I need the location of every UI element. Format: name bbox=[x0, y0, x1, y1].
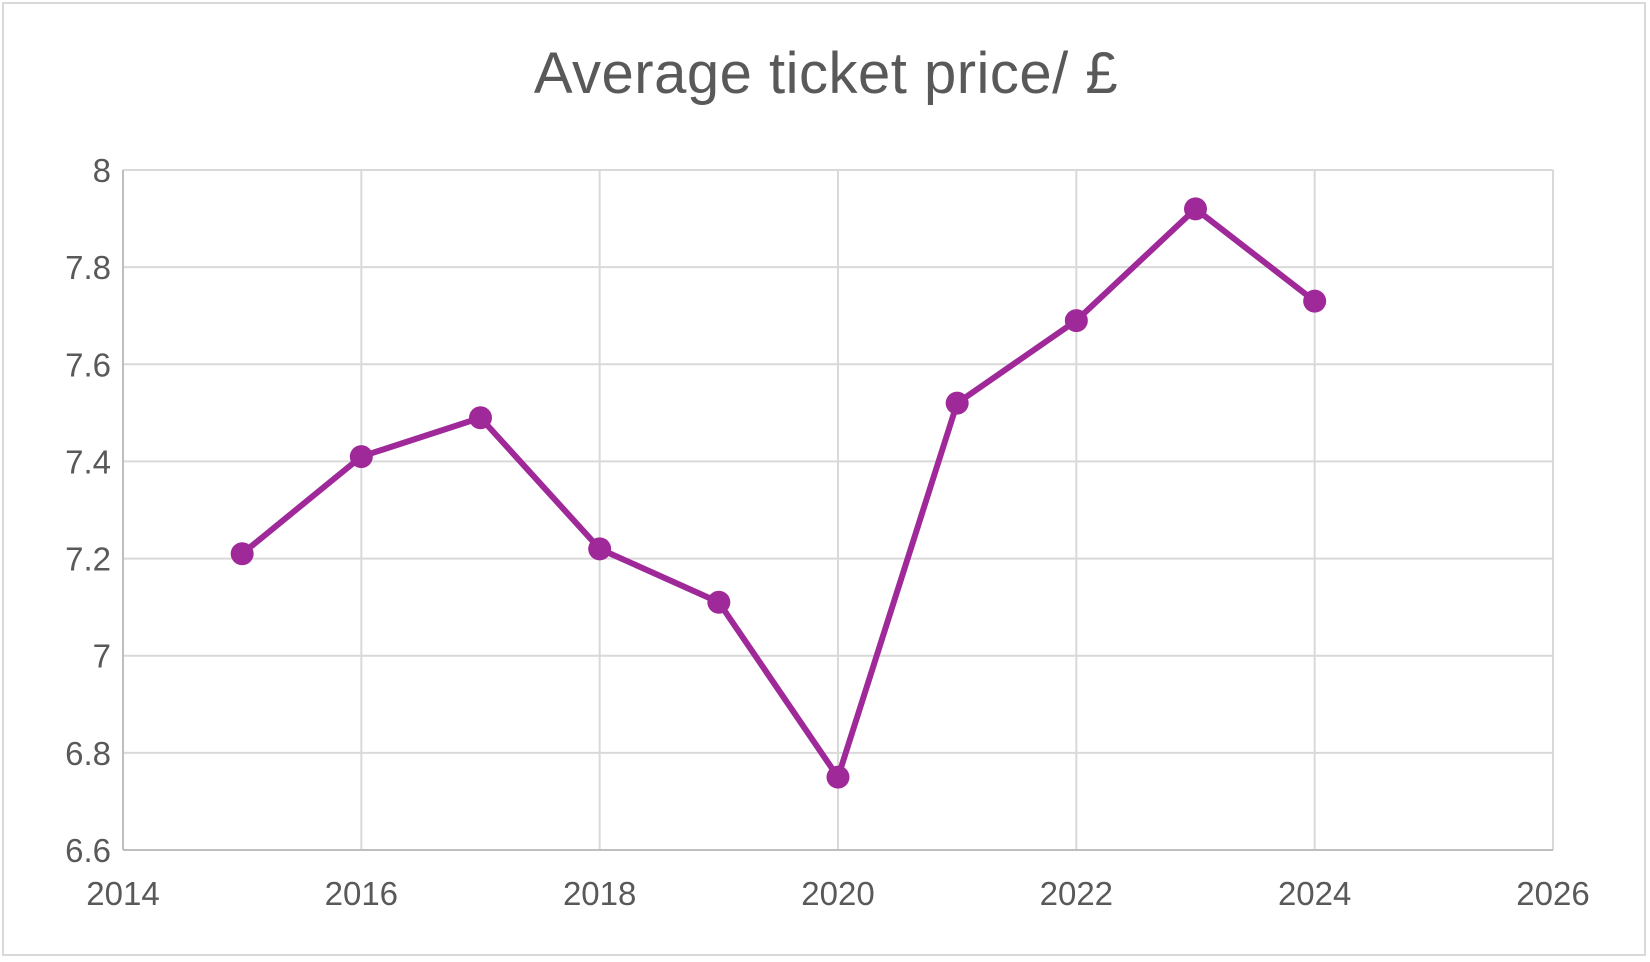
y-tick-label: 7.2 bbox=[65, 541, 111, 578]
y-tick-label: 7 bbox=[93, 638, 111, 675]
data-point-2021 bbox=[945, 391, 969, 415]
y-tick-label: 7.8 bbox=[65, 249, 111, 286]
x-tick-label: 2024 bbox=[1278, 875, 1351, 912]
gridlines bbox=[122, 169, 1554, 851]
data-point-2019 bbox=[707, 590, 731, 614]
x-tick-label: 2026 bbox=[1516, 875, 1589, 912]
data-point-2023 bbox=[1184, 197, 1207, 221]
data-point-2015 bbox=[230, 542, 254, 566]
y-tick-label: 7.4 bbox=[65, 443, 111, 480]
data-point-2017 bbox=[469, 406, 492, 430]
x-tick-label: 2018 bbox=[563, 875, 636, 912]
data-point-2024 bbox=[1303, 289, 1327, 313]
tick-labels: 6.6 6.8 7 7.2 7.4 7.6 7.8 8 2014 2016 2018 2020 2022… bbox=[65, 152, 1590, 912]
x-tick-label: 2020 bbox=[801, 875, 874, 912]
y-tick-label: 8 bbox=[93, 152, 111, 189]
data-point-2022 bbox=[1064, 309, 1088, 333]
series-line bbox=[239, 205, 1318, 781]
x-tick-label: 2014 bbox=[86, 875, 159, 912]
y-tick-label: 6.6 bbox=[65, 832, 111, 869]
x-tick-label: 2016 bbox=[325, 875, 398, 912]
data-point-2016 bbox=[349, 445, 373, 469]
x-tick-label: 2022 bbox=[1040, 875, 1113, 912]
y-tick-label: 7.6 bbox=[65, 346, 111, 383]
chart-title: Average ticket price/ £ bbox=[533, 41, 1119, 106]
y-tick-label: 6.8 bbox=[65, 735, 111, 772]
data-point-2018 bbox=[588, 537, 612, 561]
axes bbox=[122, 170, 1553, 851]
series-layer bbox=[230, 197, 1327, 789]
data-point-2020 bbox=[826, 765, 850, 789]
